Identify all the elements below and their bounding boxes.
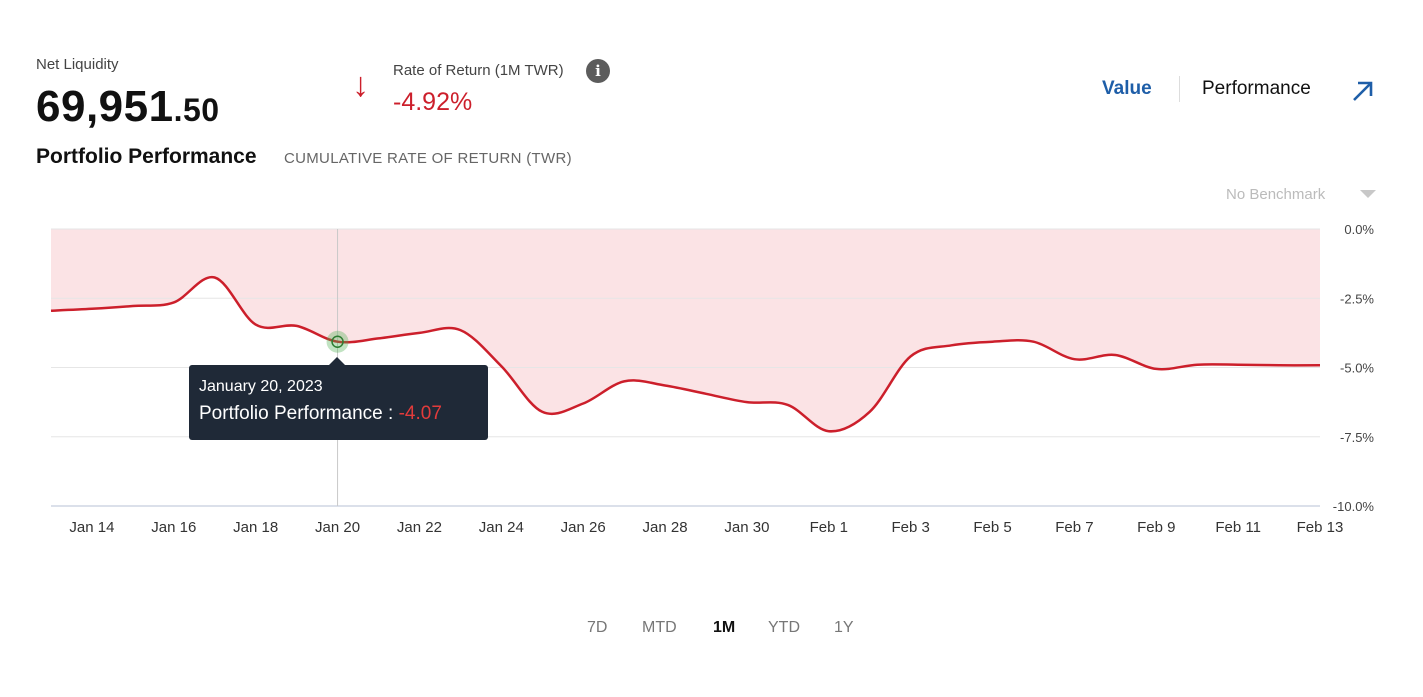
toggle-divider xyxy=(1179,76,1180,102)
y-tick-label: -5.0% xyxy=(1340,361,1374,376)
chart-tooltip xyxy=(189,365,488,440)
x-tick-label: Feb 9 xyxy=(1137,519,1175,536)
range-1m-button[interactable]: 1M xyxy=(713,619,736,636)
net-liquidity-integer: 69,951 xyxy=(36,82,174,131)
range-mtd-button[interactable]: MTD xyxy=(642,619,677,636)
x-tick-label: Feb 13 xyxy=(1297,519,1344,536)
section-subtitle: CUMULATIVE RATE OF RETURN (TWR) xyxy=(284,150,572,167)
net-liquidity-value: 69,951.50 xyxy=(36,82,220,132)
x-tick-label: Feb 11 xyxy=(1215,519,1261,536)
tooltip-text: Portfolio Performance : -4.07 xyxy=(199,403,442,425)
highlight-halo xyxy=(326,330,349,353)
series-line xyxy=(50,276,1321,433)
tooltip-date: January 20, 2023 xyxy=(199,378,323,395)
highlight-point xyxy=(331,335,344,348)
range-ytd-button[interactable]: YTD xyxy=(768,619,800,636)
chevron-down-icon[interactable] xyxy=(1360,190,1376,198)
x-tick-label: Jan 18 xyxy=(233,519,278,536)
range-7d-button[interactable]: 7D xyxy=(587,619,608,636)
tooltip-pointer xyxy=(329,357,345,365)
x-tick-label: Feb 1 xyxy=(810,519,848,536)
x-tick-label: Jan 16 xyxy=(151,519,196,536)
performance-toggle[interactable]: Performance xyxy=(1202,78,1311,99)
arrow-up-right-icon[interactable] xyxy=(1350,78,1376,104)
range-1y-button[interactable]: 1Y xyxy=(834,619,854,636)
rate-of-return-value: -4.92% xyxy=(393,88,473,116)
area-fill xyxy=(51,229,1320,432)
tooltip-value: -4.07 xyxy=(398,403,442,424)
x-tick-label: Jan 20 xyxy=(315,519,360,536)
net-liquidity-decimal: .50 xyxy=(173,92,220,128)
value-toggle[interactable]: Value xyxy=(1102,78,1152,99)
x-tick-label: Jan 24 xyxy=(479,519,524,536)
x-tick-label: Feb 3 xyxy=(891,519,929,536)
y-tick-label: -7.5% xyxy=(1340,430,1374,445)
info-icon[interactable]: i xyxy=(586,59,610,83)
x-tick-label: Jan 22 xyxy=(397,519,442,536)
net-liquidity-label: Net Liquidity xyxy=(36,56,119,73)
y-tick-label: -2.5% xyxy=(1340,291,1374,306)
arrow-down-icon: ↓ xyxy=(352,66,369,104)
x-tick-label: Jan 28 xyxy=(643,519,688,536)
y-tick-label: -10.0% xyxy=(1333,499,1375,514)
y-tick-label: 0.0% xyxy=(1344,222,1374,237)
rate-of-return-label: Rate of Return (1M TWR) xyxy=(393,62,564,79)
x-tick-label: Feb 7 xyxy=(1055,519,1093,536)
x-tick-label: Feb 5 xyxy=(973,519,1011,536)
x-tick-label: Jan 14 xyxy=(69,519,114,536)
x-tick-label: Jan 26 xyxy=(561,519,606,536)
section-title: Portfolio Performance xyxy=(36,145,257,168)
benchmark-select[interactable]: No Benchmark xyxy=(1226,186,1326,203)
tooltip-label: Portfolio Performance : xyxy=(199,403,399,424)
x-tick-label: Jan 30 xyxy=(724,519,769,536)
